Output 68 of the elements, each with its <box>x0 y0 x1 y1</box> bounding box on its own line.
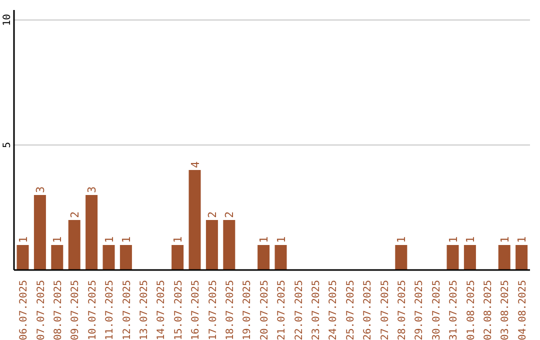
data-label: 4 <box>188 161 202 168</box>
x-tick-label: 17.07.2025 <box>208 280 219 340</box>
x-tick-label: 21.07.2025 <box>276 280 288 340</box>
x-tick-label: 08.07.2025 <box>53 280 64 340</box>
data-label: 1 <box>464 236 477 243</box>
bar <box>68 220 80 270</box>
bar <box>16 245 29 270</box>
x-tick-label: 06.07.2025 <box>18 280 30 340</box>
bar <box>258 245 270 270</box>
data-label: 1 <box>395 236 408 243</box>
data-label: 1 <box>102 236 116 243</box>
x-tick-label: 24.07.2025 <box>328 280 340 340</box>
x-tick-label: 29.07.2025 <box>414 280 426 340</box>
data-label: 2 <box>206 211 219 218</box>
x-tick-label: 22.07.2025 <box>294 280 305 340</box>
x-tick-label: 03.08.2025 <box>500 280 512 340</box>
bar <box>172 245 184 270</box>
bar <box>446 245 459 270</box>
x-tick-label: 16.07.2025 <box>190 280 202 340</box>
bar <box>464 245 476 270</box>
data-label: 3 <box>86 186 99 193</box>
y-tick-label: 10 <box>2 14 13 26</box>
data-label: 1 <box>516 236 529 243</box>
bar <box>120 245 132 270</box>
x-tick-label: 04.08.2025 <box>517 280 528 340</box>
x-tick-label: 09.07.2025 <box>70 280 82 340</box>
data-label: 1 <box>446 236 460 243</box>
data-label: 1 <box>274 236 288 243</box>
bar <box>34 195 46 270</box>
bar <box>223 220 236 270</box>
bar <box>206 220 218 270</box>
bar <box>51 245 64 270</box>
bar <box>86 195 98 270</box>
y-tick-label: 5 <box>2 142 13 148</box>
bar <box>498 245 510 270</box>
x-tick-label: 26.07.2025 <box>362 280 374 340</box>
data-label: 1 <box>258 236 271 243</box>
data-label: 1 <box>172 236 185 243</box>
data-label: 1 <box>16 236 30 243</box>
x-tick-label: 11.07.2025 <box>104 280 116 340</box>
x-tick-label: 19.07.2025 <box>242 280 254 340</box>
data-label: 2 <box>68 211 82 218</box>
x-tick-label: 18.07.2025 <box>225 280 236 340</box>
data-label: 1 <box>51 236 64 243</box>
x-tick-label: 23.07.2025 <box>311 280 322 340</box>
x-tick-label: 14.07.2025 <box>156 280 168 340</box>
data-label: 1 <box>120 236 133 243</box>
x-tick-label: 31.07.2025 <box>448 280 460 340</box>
x-tick-label: 02.08.2025 <box>483 280 494 340</box>
x-tick-label: 12.07.2025 <box>122 280 133 340</box>
bar <box>516 245 528 270</box>
x-tick-label: 13.07.2025 <box>139 280 150 340</box>
x-tick-label: 30.07.2025 <box>431 280 442 340</box>
x-tick-label: 10.07.2025 <box>87 280 98 340</box>
bar <box>274 245 287 270</box>
bar <box>102 245 115 270</box>
data-label: 3 <box>34 186 47 193</box>
data-label: 1 <box>498 236 512 243</box>
bar <box>188 170 201 270</box>
x-tick-label: 27.07.2025 <box>380 280 391 340</box>
x-tick-label: 01.08.2025 <box>466 280 477 340</box>
x-tick-label: 15.07.2025 <box>173 280 184 340</box>
x-tick-label: 25.07.2025 <box>345 280 356 340</box>
data-label: 2 <box>223 211 236 218</box>
x-tick-label: 20.07.2025 <box>259 280 270 340</box>
x-tick-label: 28.07.2025 <box>397 280 408 340</box>
bar <box>395 245 408 270</box>
x-tick-label: 07.07.2025 <box>36 280 47 340</box>
